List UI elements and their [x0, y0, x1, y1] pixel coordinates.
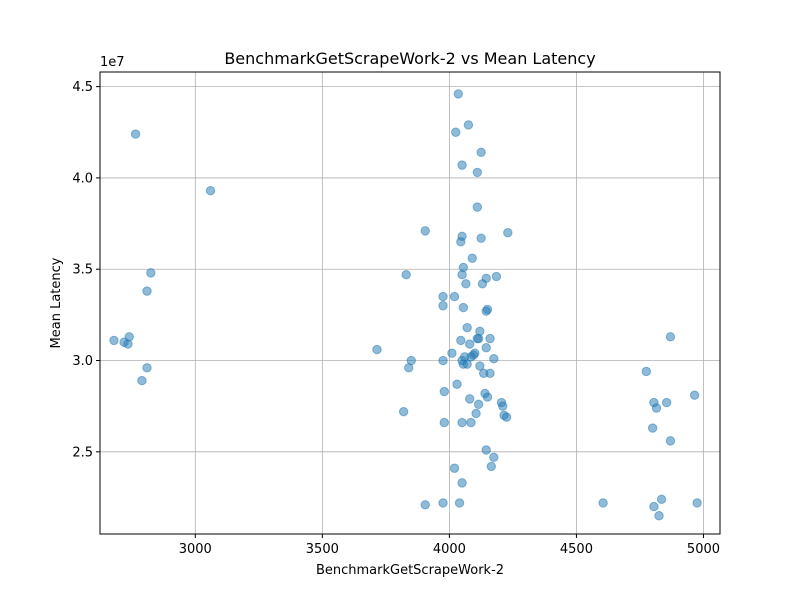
data-point: [651, 403, 662, 413]
data-point: [692, 498, 702, 508]
data-point: [461, 279, 471, 289]
data-point: [598, 498, 608, 508]
data-point: [109, 335, 119, 346]
x-tick-label: 4500: [560, 542, 593, 557]
data-point: [130, 129, 141, 139]
data-point: [489, 452, 499, 463]
y-axis-label: Mean Latency: [49, 257, 64, 348]
data-point: [485, 368, 495, 379]
data-point: [438, 291, 448, 302]
data-point: [452, 379, 462, 389]
data-point: [465, 394, 475, 404]
data-point: [404, 363, 414, 373]
data-point: [641, 366, 652, 377]
data-point: [480, 388, 490, 399]
data-point: [438, 498, 448, 508]
y-axis-ticks: 2.5 3.0 3.5 4.0 4.5: [72, 80, 100, 460]
data-point: [458, 359, 469, 369]
data-point: [491, 271, 502, 282]
data-point: [472, 202, 483, 212]
data-point: [473, 399, 484, 410]
data-point: [498, 401, 508, 411]
data-point: [486, 461, 497, 472]
data-point: [456, 335, 466, 346]
x-axis-label: BenchmarkGetScrapeWork-2: [316, 563, 504, 578]
data-point: [501, 412, 512, 422]
data-point: [649, 501, 659, 512]
data-point: [137, 375, 147, 386]
data-point: [665, 436, 676, 446]
data-point: [481, 343, 491, 353]
data-point: [458, 302, 469, 313]
data-point: [123, 339, 133, 349]
data-point: [503, 227, 513, 238]
data-point: [449, 291, 460, 302]
x-tick-label: 3000: [179, 542, 212, 557]
data-point: [142, 286, 152, 296]
x-tick-label: 5000: [687, 542, 720, 557]
chart-title: BenchmarkGetScrapeWork-2 vs Mean Latency: [224, 49, 595, 68]
data-point: [453, 89, 463, 99]
data-point: [438, 355, 448, 366]
data-point: [462, 322, 472, 333]
y-tick-label: 2.5: [72, 445, 93, 460]
data-point: [457, 160, 467, 170]
data-point: [439, 417, 450, 428]
data-point: [656, 494, 667, 505]
data-point: [477, 279, 488, 289]
data-point: [463, 120, 474, 130]
data-point: [654, 511, 664, 521]
data-point: [481, 306, 491, 316]
y-tick-label: 4.0: [72, 171, 93, 186]
data-point: [447, 348, 457, 358]
data-point: [481, 445, 491, 455]
data-point: [456, 237, 466, 247]
data-point: [689, 390, 700, 400]
data-point: [485, 333, 495, 344]
data-point: [457, 478, 467, 488]
x-axis-ticks: 3000 3500 4000 4500 5000: [179, 534, 720, 557]
data-point: [465, 339, 475, 349]
x-tick-label: 4000: [433, 542, 466, 557]
data-point: [142, 363, 152, 373]
data-point: [665, 332, 676, 342]
data-point: [661, 397, 672, 408]
data-point: [476, 147, 486, 158]
grid-lines: [100, 72, 720, 534]
data-point: [372, 344, 382, 355]
y-axis-offset-text: 1e7: [100, 55, 125, 70]
data-point: [467, 253, 477, 263]
data-point: [457, 417, 467, 428]
data-point: [457, 269, 467, 280]
data-point: [466, 352, 476, 362]
data-point: [401, 269, 411, 280]
data-point: [475, 361, 485, 371]
data-point: [420, 226, 430, 236]
data-point: [647, 423, 658, 433]
plot-frame: [99, 71, 721, 535]
data-point: [449, 463, 460, 473]
data-point: [489, 353, 499, 364]
data-point: [146, 268, 156, 278]
data-point: [476, 233, 486, 243]
x-tick-label: 3500: [306, 542, 339, 557]
data-point: [398, 406, 409, 417]
scatter-points: [109, 89, 702, 521]
y-tick-label: 4.5: [72, 80, 93, 95]
data-point: [471, 408, 481, 419]
data-point: [439, 386, 450, 397]
data-point: [454, 498, 465, 508]
data-point: [438, 301, 448, 311]
y-tick-label: 3.0: [72, 354, 93, 369]
data-point: [472, 167, 483, 178]
y-tick-label: 3.5: [72, 263, 93, 278]
data-point: [472, 333, 483, 344]
data-point: [466, 417, 476, 428]
data-point: [451, 127, 461, 137]
data-point: [205, 185, 216, 196]
data-point: [420, 500, 430, 510]
